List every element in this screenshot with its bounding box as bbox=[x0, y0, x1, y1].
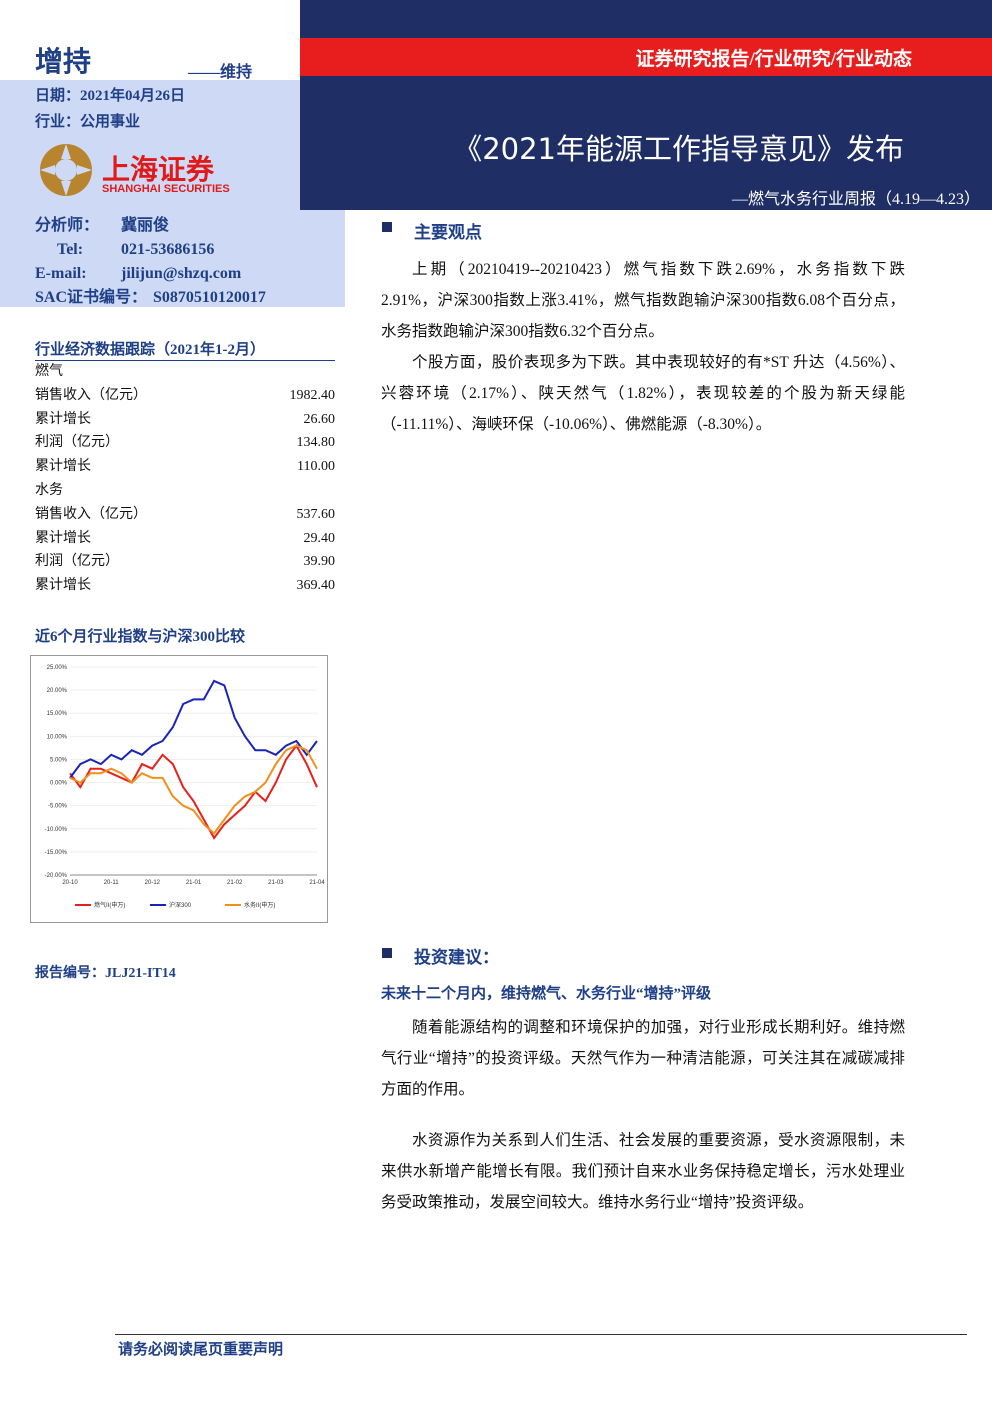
series-line bbox=[69, 743, 318, 840]
x-tick-label: 20-10 bbox=[62, 880, 78, 886]
econ-value: 110.00 bbox=[297, 459, 335, 475]
econ-value: 537.60 bbox=[296, 506, 336, 522]
header-band bbox=[300, 0, 992, 210]
paragraph: 上期（20210419--20210423）燃气指数下跌2.69%，水务指数下跌… bbox=[381, 261, 905, 340]
y-tick-label: 0.00% bbox=[50, 781, 68, 787]
econ-label: 利润（亿元） bbox=[35, 435, 119, 451]
econ-row: 燃气 bbox=[35, 360, 335, 384]
section-subheading: 未来十二个月内，维持燃气、水务行业“增持”评级 bbox=[381, 986, 712, 1002]
chart-frame bbox=[30, 655, 328, 923]
econ-label: 销售收入（亿元） bbox=[35, 387, 147, 403]
econ-title: 行业经济数据跟踪（2021年1-2月） bbox=[35, 342, 265, 358]
analyst-label: Tel: bbox=[57, 241, 84, 258]
econ-value: 134.80 bbox=[296, 435, 336, 451]
econ-value: 39.90 bbox=[303, 554, 336, 570]
logo-mark bbox=[40, 144, 92, 196]
analyst-label: 分析师： bbox=[35, 217, 100, 234]
section-heading: 投资建议： bbox=[414, 948, 499, 967]
report-type: 证券研究报告/行业研究/行业动态 bbox=[635, 49, 912, 70]
analyst-value: 021-53686156 bbox=[121, 241, 215, 258]
y-tick-label: 5.00% bbox=[50, 757, 68, 763]
red-stripe bbox=[300, 38, 992, 76]
chart: -20.00% -15.00% -10.00% -5.00% 0.00% 5.00% 10.… bbox=[30, 655, 328, 923]
econ-row: 累计增长 26.60 bbox=[35, 408, 335, 432]
econ-label: 利润（亿元） bbox=[35, 554, 119, 570]
x-tick-label: 20-12 bbox=[145, 880, 161, 886]
y-tick-label: 10.00% bbox=[47, 734, 68, 740]
econ-label: 销售收入（亿元） bbox=[35, 506, 147, 522]
econ-label: 累计增长 bbox=[35, 459, 91, 475]
report-title: 《2021年能源工作指导意见》发布 bbox=[453, 132, 904, 166]
econ-row: 利润（亿元） 134.80 bbox=[35, 431, 335, 455]
series-line bbox=[69, 744, 318, 835]
analyst-label: E-mail: bbox=[35, 265, 87, 282]
econ-row: 利润（亿元） 39.90 bbox=[35, 550, 335, 574]
econ-label: 累计增长 bbox=[35, 530, 91, 546]
y-tick-label: 25.00% bbox=[47, 665, 68, 671]
analyst-row: Tel: 021-53686156 bbox=[35, 238, 266, 262]
y-tick-label: -15.00% bbox=[45, 850, 68, 856]
x-tick-label: 21-02 bbox=[227, 880, 243, 886]
section-body: 上期（20210419--20210423）燃气指数下跌2.69%，水务指数下跌… bbox=[381, 254, 905, 440]
x-tick-label: 21-01 bbox=[186, 880, 202, 886]
econ-label: 累计增长 bbox=[35, 411, 91, 427]
econ-row: 销售收入（亿元） 537.60 bbox=[35, 503, 335, 527]
logo-cn: 上海证券 bbox=[102, 155, 215, 186]
econ-row: 累计增长 29.40 bbox=[35, 527, 335, 551]
x-tick-label: 21-03 bbox=[268, 880, 284, 886]
econ-row: 累计增长 110.00 bbox=[35, 455, 335, 479]
analyst-row: 分析师： 冀丽俊 bbox=[35, 214, 266, 238]
econ-label: 水务 bbox=[35, 482, 63, 498]
report-number: 报告编号：JLJ21-IT14 bbox=[35, 966, 176, 981]
econ-label: 燃气 bbox=[35, 364, 63, 379]
analyst-info: 分析师： 冀丽俊 Tel: 021-53686156 E-mail: jilijun@sh… bbox=[35, 214, 266, 310]
econ-label: 累计增长 bbox=[35, 578, 91, 594]
y-tick-label: -20.00% bbox=[45, 873, 68, 879]
chart-title: 近6个月行业指数与沪深300比较 bbox=[35, 629, 246, 645]
legend-label: 沪深300 bbox=[169, 901, 192, 909]
industry: 行业：公用事业 bbox=[35, 114, 141, 130]
x-tick-label: 20-11 bbox=[104, 880, 120, 886]
econ-row: 水务 bbox=[35, 479, 335, 503]
legend-label: 燃气II(申万) bbox=[94, 901, 125, 909]
paragraph: 个股方面，股价表现多为下跌。其中表现较好的有*ST 升达（4.56%）、兴蓉环境… bbox=[381, 354, 905, 433]
y-tick-label: -5.00% bbox=[48, 804, 68, 810]
series-line bbox=[69, 679, 318, 779]
paragraph: 随着能源结构的调整和环境保护的加强，对行业形成长期利好。维持燃气行业“增持”的投… bbox=[381, 1019, 905, 1098]
logo-en: SHANGHAI SECURITIES bbox=[102, 183, 230, 195]
date: 日期：2021年04月26日 bbox=[35, 88, 186, 104]
y-tick-label: 20.00% bbox=[47, 688, 68, 694]
bullet bbox=[382, 222, 392, 232]
report-subtitle: —燃气水务行业周报（4.19—4.23） bbox=[731, 191, 980, 208]
rating: 增持 bbox=[35, 47, 92, 78]
footer-rule bbox=[115, 1334, 967, 1335]
econ-table: 燃气销售收入（亿元） 1982.40 累计增长 26.60 利润（亿元） 134.80 累计… bbox=[35, 360, 335, 598]
section-body: 随着能源结构的调整和环境保护的加强，对行业形成长期利好。维持燃气行业“增持”的投… bbox=[381, 1012, 905, 1218]
x-tick-label: 21-04 bbox=[309, 880, 325, 886]
econ-row: 累计增长 369.40 bbox=[35, 574, 335, 598]
legend-label: 水务II(申万) bbox=[244, 901, 275, 909]
analyst-row: E-mail: jilijun@shzq.com bbox=[35, 262, 266, 286]
econ-value: 369.40 bbox=[296, 578, 336, 594]
analyst-value: jilijun@shzq.com bbox=[121, 265, 242, 282]
analyst-value: S0870510120017 bbox=[153, 289, 266, 306]
paragraph: 水资源作为关系到人们生活、社会发展的重要资源，受水资源限制，未来供水新增产能增长… bbox=[381, 1132, 905, 1211]
econ-rule bbox=[35, 336, 335, 361]
bullet bbox=[382, 948, 392, 958]
econ-value: 26.60 bbox=[303, 411, 336, 427]
analyst-value: 冀丽俊 bbox=[121, 217, 170, 234]
analyst-row: SAC证书编号： S0870510120017 bbox=[35, 286, 266, 310]
econ-value: 29.40 bbox=[303, 530, 336, 546]
y-tick-label: 15.00% bbox=[47, 711, 68, 717]
y-tick-label: -10.00% bbox=[45, 827, 68, 833]
econ-value: 1982.40 bbox=[289, 387, 336, 403]
analyst-label: SAC证书编号： bbox=[35, 289, 148, 306]
analyst-panel bbox=[0, 210, 345, 307]
section-heading: 主要观点 bbox=[414, 223, 482, 242]
rating-change: ——维持 bbox=[188, 64, 253, 81]
footer-note: 请务必阅读尾页重要声明 bbox=[118, 1342, 284, 1358]
econ-row: 销售收入（亿元） 1982.40 bbox=[35, 384, 335, 408]
